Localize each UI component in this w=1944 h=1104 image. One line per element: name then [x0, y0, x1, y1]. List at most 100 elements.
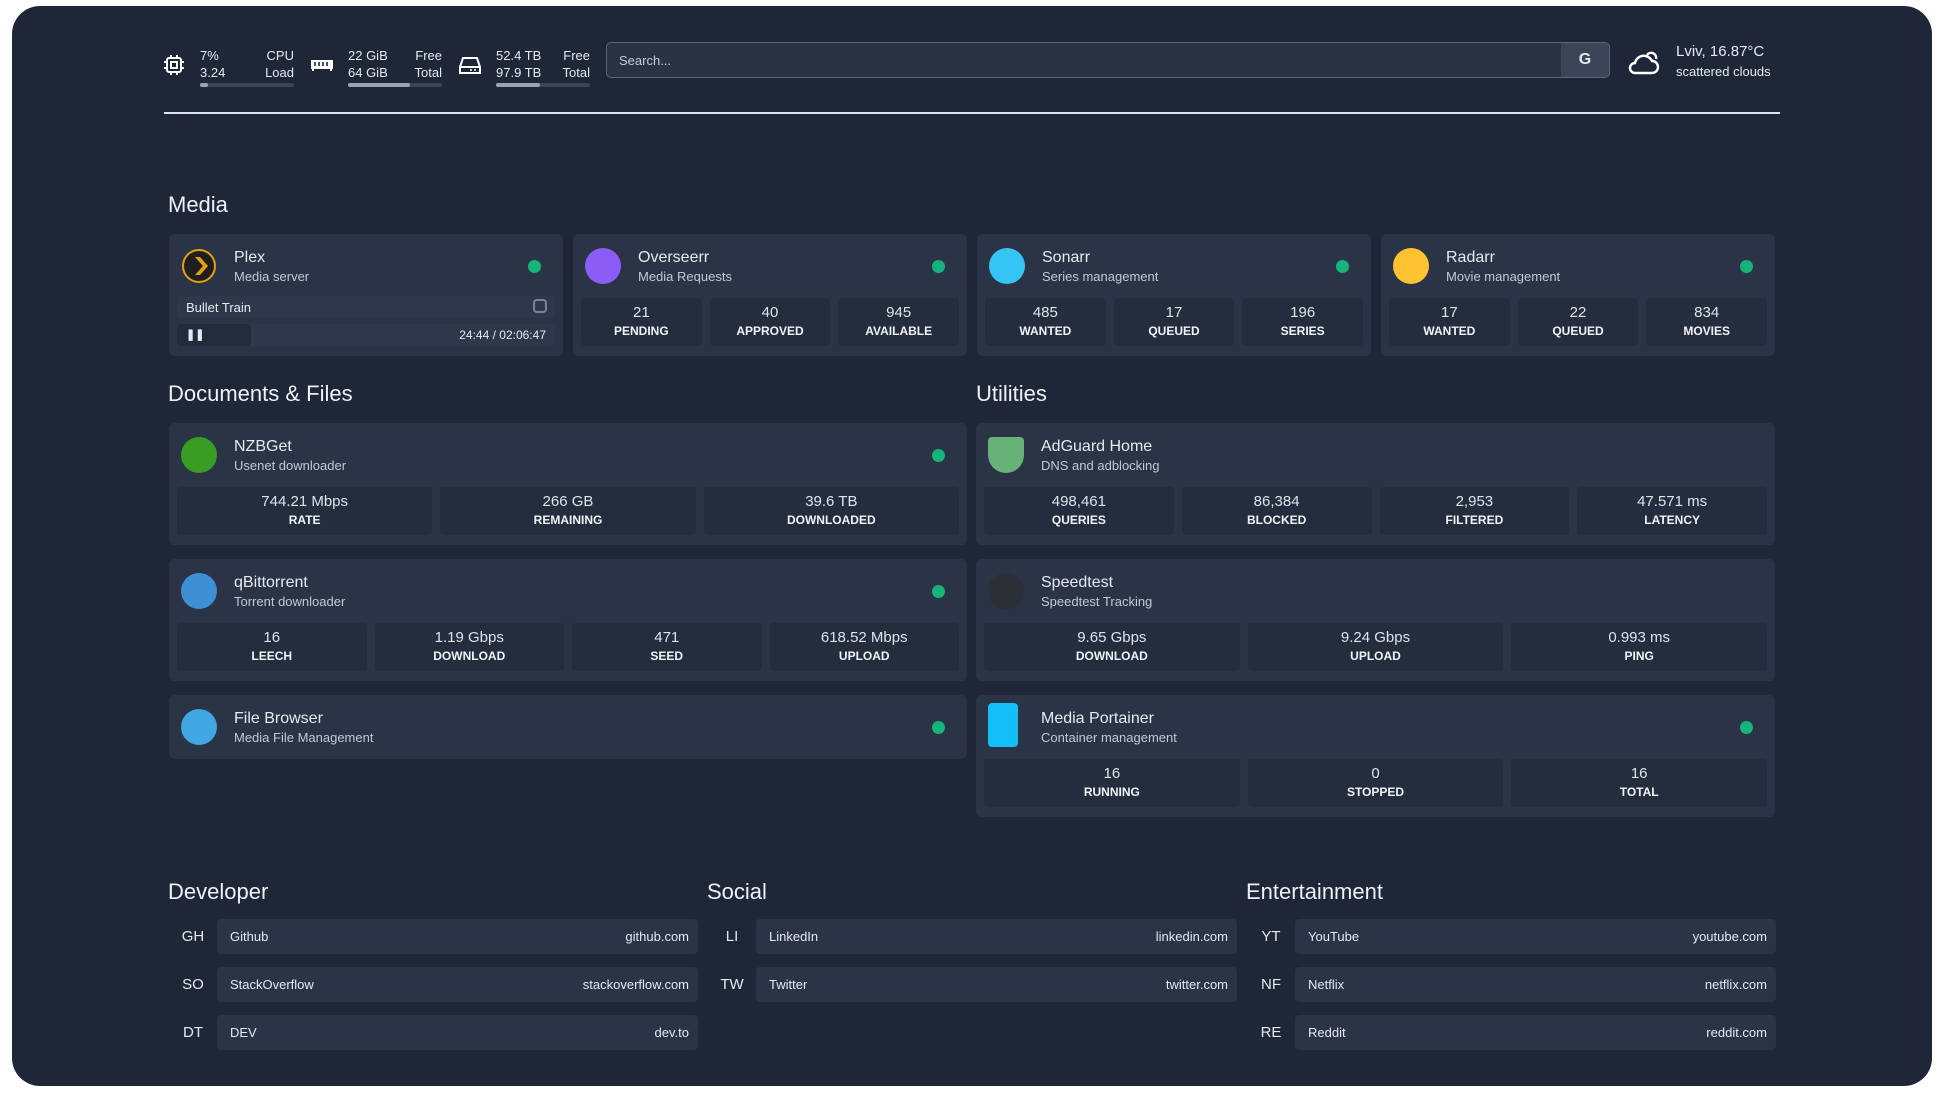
bookmark-url: github.com — [625, 929, 689, 944]
bookmark-body[interactable]: YouTube youtube.com — [1295, 919, 1776, 954]
pause-button[interactable]: ❚❚ — [186, 329, 205, 341]
transcode-icon — [533, 299, 547, 313]
service-card-radarr[interactable]: Radarr Movie management 17 WANTED 22 QUEUED 83… — [1381, 234, 1775, 356]
service-card-qbittorrent[interactable]: qBittorrent Torrent downloader 16 LEECH 1.19… — [169, 559, 967, 681]
service-card-file-browser[interactable]: File Browser Media File Management — [169, 695, 967, 759]
resource-labels: Free Total — [563, 47, 590, 81]
stat-block: 498,461 QUERIES — [984, 487, 1174, 535]
service-card-media-portainer[interactable]: Media Portainer Container management 16 RUN… — [976, 695, 1775, 817]
stat-label: RUNNING — [1083, 785, 1140, 799]
stat-block: 945 AVAILABLE — [838, 298, 960, 346]
playback-progress — [177, 324, 251, 346]
overseerr-icon — [585, 248, 621, 284]
bookmark-abbreviation: DT — [183, 1024, 203, 1041]
resource-widgets: 7% 3.24 CPU Load 22 GiB 64 GiB Free Total 52.4 T… — [162, 40, 606, 90]
bookmark-netflix[interactable]: NF Netflix netflix.com — [1247, 967, 1776, 1002]
bookmark-name: LinkedIn — [769, 929, 819, 944]
stat-label: SEED — [650, 649, 684, 663]
resource-usage-fill — [496, 83, 541, 87]
service-card-plex[interactable]: Plex Media server Bullet Train ❚❚ 24:44 … — [169, 234, 563, 356]
stat-value: 945 — [886, 304, 912, 321]
bookmark-abbreviation: NF — [1261, 976, 1281, 993]
stat-value: 40 — [761, 304, 779, 321]
search-input[interactable] — [607, 52, 1561, 68]
bookmark-body[interactable]: Github github.com — [217, 919, 698, 954]
bookmark-dev[interactable]: DT DEV dev.to — [169, 1015, 698, 1050]
service-subtitle: Media server — [234, 269, 310, 284]
stat-value: 498,461 — [1051, 493, 1106, 510]
service-title: Overseerr — [638, 249, 710, 266]
service-card-sonarr[interactable]: Sonarr Series management 485 WANTED 17 QUEUED… — [977, 234, 1371, 356]
stat-label: RATE — [288, 513, 321, 527]
stat-label: QUERIES — [1051, 513, 1106, 527]
stat-label: LEECH — [251, 649, 293, 663]
resource-widget: 7% 3.24 CPU Load — [162, 43, 294, 87]
bookmark-abbreviation: SO — [182, 976, 204, 993]
stat-block: 22 QUEUED — [1517, 298, 1639, 346]
stat-label: MOVIES — [1683, 324, 1731, 338]
stat-block: 17 QUEUED — [1113, 298, 1235, 346]
dashboard-window: 7% 3.24 CPU Load 22 GiB 64 GiB Free Total 52.4 T… — [12, 6, 1932, 1086]
service-card-adguard-home[interactable]: AdGuard Home DNS and adblocking 498,461 QUE… — [976, 423, 1775, 545]
stat-label: QUEUED — [1148, 324, 1200, 338]
resource-values: 52.4 TB 97.9 TB Free Total — [496, 43, 590, 87]
stat-label: PENDING — [613, 324, 669, 338]
stat-label: AVAILABLE — [865, 324, 933, 338]
bookmark-stackoverflow[interactable]: SO StackOverflow stackoverflow.com — [169, 967, 698, 1002]
weather-widget[interactable]: Lviv, 16.87°C scattered clouds — [1626, 42, 1771, 82]
stat-label: DOWNLOADED — [786, 513, 876, 527]
resource-value: 7% — [200, 48, 219, 63]
resource-values: 7% 3.24 CPU Load — [200, 43, 294, 87]
now-playing-row: Bullet Train — [177, 296, 555, 318]
status-indicator — [932, 260, 945, 273]
stat-value: 9.65 Gbps — [1077, 629, 1147, 646]
bookmark-linkedin[interactable]: LI LinkedIn linkedin.com — [708, 919, 1237, 954]
bookmark-youtube[interactable]: YT YouTube youtube.com — [1247, 919, 1776, 954]
resource-values-left: 7% 3.24 — [200, 47, 225, 81]
bookmark-body[interactable]: LinkedIn linkedin.com — [756, 919, 1237, 954]
resource-label: CPU — [266, 48, 294, 63]
service-card-nzbget[interactable]: NZBGet Usenet downloader 744.21 Mbps RATE 26… — [169, 423, 967, 545]
service-subtitle: Movie management — [1446, 269, 1561, 284]
bookmark-name: YouTube — [1308, 929, 1360, 944]
bookmark-github[interactable]: GH Github github.com — [169, 919, 698, 954]
resource-usage-bar — [496, 83, 590, 87]
stat-value: 2,953 — [1455, 493, 1494, 510]
stat-block: 2,953 FILTERED — [1379, 487, 1570, 535]
stat-value: 618.52 Mbps — [820, 629, 908, 646]
bookmark-abbreviation: LI — [725, 928, 739, 945]
bookmark-body[interactable]: Reddit reddit.com — [1295, 1015, 1776, 1050]
bookmark-url: dev.to — [654, 1025, 689, 1040]
bookmark-reddit[interactable]: RE Reddit reddit.com — [1247, 1015, 1776, 1050]
qbittorrent-icon — [181, 573, 217, 609]
resource-label: Free — [563, 48, 590, 63]
bookmark-twitter[interactable]: TW Twitter twitter.com — [708, 967, 1237, 1002]
stat-label: STOPPED — [1346, 785, 1405, 799]
stat-block: 86,384 BLOCKED — [1181, 487, 1372, 535]
bookmark-body[interactable]: Twitter twitter.com — [756, 967, 1237, 1002]
stat-value: 471 — [654, 629, 680, 646]
stat-label: WANTED — [1019, 324, 1072, 338]
resource-label: Total — [562, 65, 590, 80]
bookmark-body[interactable]: Netflix netflix.com — [1295, 967, 1776, 1002]
bookmark-body[interactable]: StackOverflow stackoverflow.com — [217, 967, 698, 1002]
cpu-icon — [164, 55, 184, 75]
stat-value: 485 — [1032, 304, 1058, 321]
bookmark-body[interactable]: DEV dev.to — [217, 1015, 698, 1050]
stat-block: 744.21 Mbps RATE — [177, 487, 433, 535]
service-card-speedtest[interactable]: Speedtest Speedtest Tracking 9.65 Gbps DOWN… — [976, 559, 1775, 681]
stat-label: UPLOAD — [838, 649, 890, 663]
status-indicator — [1336, 260, 1349, 273]
bookmark-abbreviation: RE — [1260, 1024, 1282, 1041]
service-subtitle: Speedtest Tracking — [1041, 594, 1153, 609]
resource-usage-bar — [200, 83, 294, 87]
stat-label: PING — [1624, 649, 1654, 663]
service-subtitle: Container management — [1041, 730, 1177, 745]
stat-block: 1.19 Gbps DOWNLOAD — [374, 623, 564, 671]
section-heading-utilities: Utilities — [976, 381, 1047, 406]
status-indicator — [932, 585, 945, 598]
service-card-overseerr[interactable]: Overseerr Media Requests 21 PENDING 40 APPROV… — [573, 234, 967, 356]
search-provider-button[interactable]: G — [1561, 43, 1609, 77]
stat-value: 0.993 ms — [1608, 629, 1671, 646]
status-indicator — [932, 721, 945, 734]
